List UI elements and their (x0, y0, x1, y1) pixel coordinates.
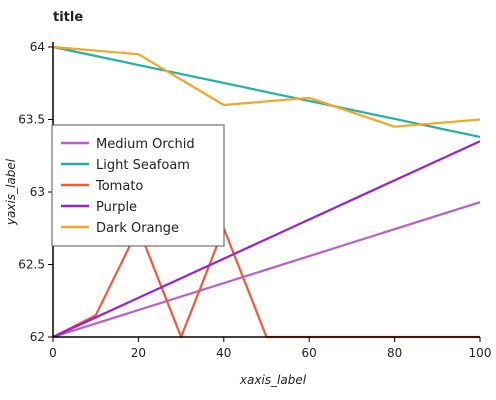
x-axis-title: xaxis_label (239, 373, 307, 387)
x-tick-label: 0 (49, 346, 57, 360)
legend-label-medium-orchid: Medium Orchid (96, 137, 195, 152)
x-tick-label: 20 (131, 346, 146, 360)
legend: Medium Orchid Light Seafoam Tomato Purple Da… (52, 125, 224, 246)
x-tick-label: 60 (302, 346, 317, 360)
chart-title: title (53, 10, 83, 25)
y-tick-label: 62 (30, 330, 45, 344)
y-tick-label: 64 (30, 40, 45, 54)
legend-label-light-seafoam: Light Seafoam (96, 158, 190, 173)
y-tick-label: 62.5 (18, 258, 45, 272)
legend-label-purple: Purple (96, 200, 137, 215)
series-line-light-seafoam (53, 47, 480, 137)
y-tick-label: 63.5 (18, 113, 45, 127)
x-tick-label: 40 (216, 346, 231, 360)
series-line-dark-orange (53, 47, 480, 127)
legend-label-dark-orange: Dark Orange (96, 221, 179, 236)
y-axis-title: yaxis_label (4, 158, 18, 226)
y-tick-label: 63 (30, 185, 45, 199)
legend-label-tomato: Tomato (95, 179, 143, 194)
x-tick-label: 100 (469, 346, 492, 360)
x-tick-label: 80 (387, 346, 402, 360)
